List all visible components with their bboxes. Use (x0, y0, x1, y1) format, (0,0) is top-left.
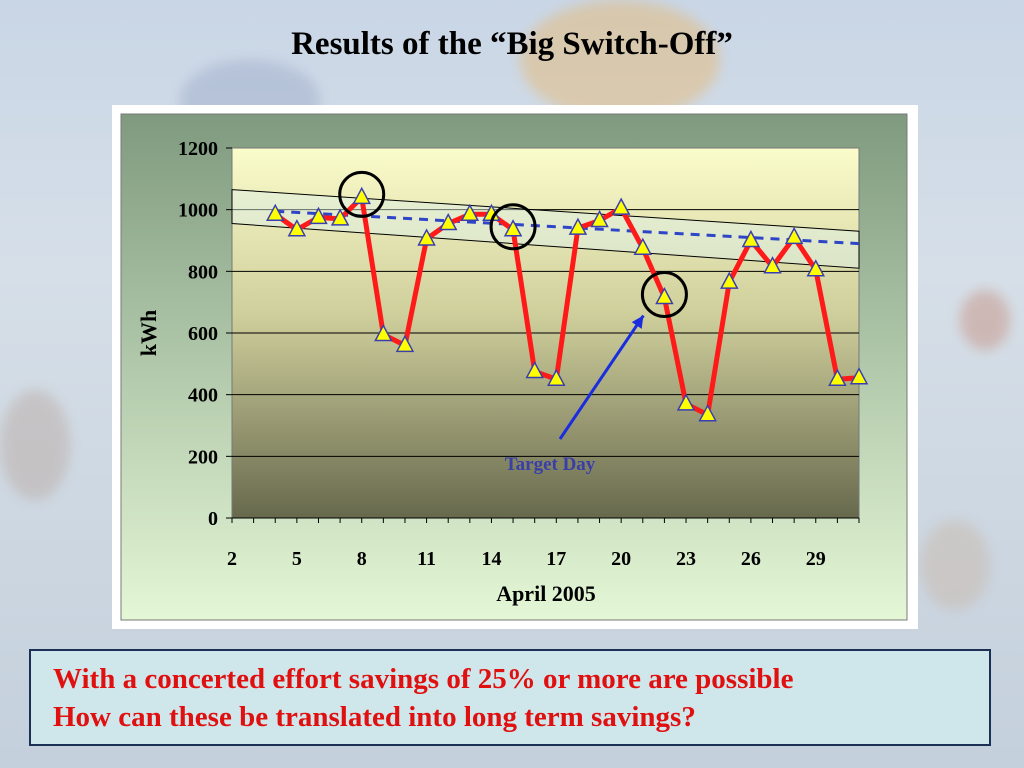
data-point (611, 197, 631, 215)
slide-title: Results of the “Big Switch-Off” (291, 26, 733, 62)
x-tick-label: 20 (611, 548, 631, 570)
line-chart: 0 200 400 600 800 1000 1200 2 5 8 11 14 17 20 23 26 29 k… (120, 113, 908, 621)
data-point (806, 259, 826, 277)
data-point (547, 368, 566, 386)
data-point (720, 271, 739, 289)
x-tick-label: 5 (292, 548, 302, 570)
x-tick-label: 8 (357, 548, 367, 570)
data-point (374, 323, 393, 342)
highlight-circle (640, 271, 688, 319)
message-box: With a concerted effort savings of 25% o… (29, 649, 991, 746)
x-axis-title: April 2005 (496, 581, 596, 606)
y-axis-title: kWh (136, 310, 161, 356)
data-point (460, 203, 480, 222)
data-point (330, 208, 350, 226)
message-line-1: With a concerted effort savings of 25% o… (53, 663, 794, 695)
x-tick-label: 26 (741, 548, 761, 570)
data-point (503, 219, 523, 237)
trend-band (231, 189, 860, 269)
y-tick-label: 800 (188, 261, 218, 283)
target-day-label: Target Day (505, 454, 596, 475)
data-point (633, 237, 653, 255)
data-point (828, 368, 847, 386)
highlight-circle (489, 203, 537, 251)
data-point (568, 217, 588, 235)
data-point (763, 256, 782, 274)
x-tick-label: 29 (806, 548, 826, 570)
x-tick-label: 17 (546, 548, 566, 570)
y-tick-label: 1200 (178, 138, 218, 160)
data-point (352, 186, 371, 205)
x-tick-label: 11 (417, 548, 436, 570)
data-point (525, 360, 544, 379)
data-point (676, 393, 696, 411)
y-tick-label: 1000 (178, 200, 218, 222)
data-point (698, 404, 717, 422)
y-tick-label: 400 (188, 385, 218, 407)
message-line-2: How can these be translated into long te… (53, 701, 696, 733)
x-tick-label: 2 (227, 548, 237, 570)
x-tick-label: 14 (481, 548, 501, 570)
trend-line (275, 209, 860, 246)
data-point (849, 367, 869, 385)
series-line (273, 194, 860, 418)
data-point (309, 206, 328, 225)
y-tick-label: 200 (188, 446, 218, 468)
data-point (655, 286, 674, 305)
y-tick-label: 600 (188, 323, 218, 345)
background-balloon (960, 290, 1010, 350)
data-point (741, 229, 761, 248)
data-point (784, 226, 804, 245)
data-point (265, 203, 285, 222)
background-balloon (520, 0, 720, 120)
data-point (395, 334, 415, 353)
x-tick-label: 23 (676, 548, 696, 570)
y-tick-label: 0 (208, 508, 218, 530)
target-day-arrowhead (631, 315, 644, 329)
background-balloon (0, 390, 70, 500)
data-point (438, 212, 458, 231)
highlight-circle (338, 170, 386, 218)
data-point (417, 228, 436, 246)
data-point (590, 209, 609, 228)
target-day-arrow (558, 314, 645, 440)
data-point (287, 219, 307, 237)
chart-frame: 0 200 400 600 800 1000 1200 2 5 8 11 14 17 20 23 26 29 k… (112, 105, 918, 629)
background-balloon (920, 520, 990, 610)
